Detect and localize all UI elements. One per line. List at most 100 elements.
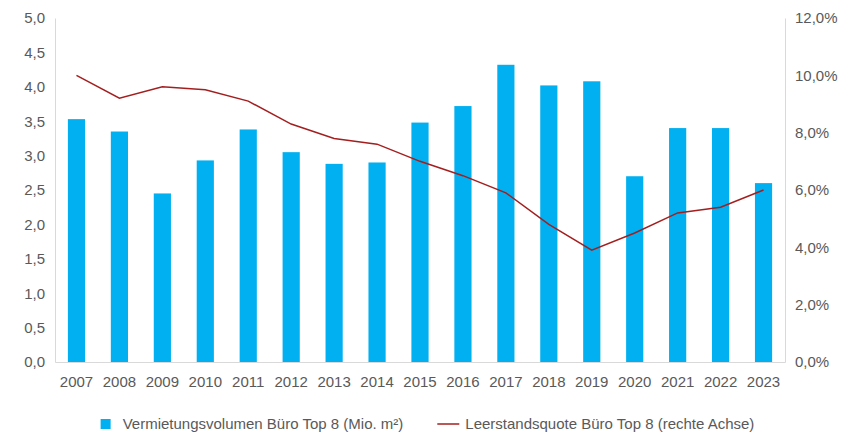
tick-label: 2012: [274, 373, 307, 390]
bar: [283, 152, 300, 362]
tick: 2,5: [24, 181, 55, 198]
tick: 3,5: [24, 113, 55, 130]
tick: 2014: [360, 362, 393, 390]
tick-label: 2018: [532, 373, 565, 390]
tick: 0,5: [24, 319, 55, 336]
bar: [583, 81, 600, 362]
tick-label: 2,0: [24, 216, 45, 233]
y2-axis: 0,0% 2,0% 4,0% 6,0% 8,0% 10,0% 12,0%: [785, 9, 838, 370]
tick-label: 0,5: [24, 319, 45, 336]
tick: 2010: [189, 362, 222, 390]
axis-line: [56, 362, 786, 363]
bar: [755, 183, 772, 362]
tick: 2007: [60, 362, 93, 390]
tick: 2009: [146, 362, 179, 390]
tick: 2008: [103, 362, 136, 390]
tick: 4,5: [24, 44, 55, 61]
tick-label: 2021: [661, 373, 694, 390]
tick-label: 2008: [103, 373, 136, 390]
tick: 2019: [575, 362, 608, 390]
tick-label: 2013: [317, 373, 350, 390]
tick: 3,0: [24, 147, 55, 164]
tick-label: 2007: [60, 373, 93, 390]
legend-swatch: [437, 423, 459, 425]
tick-label: 2009: [146, 373, 179, 390]
tick-label: 12,0%: [795, 9, 838, 26]
tick-label: 2,0%: [795, 296, 829, 313]
tick: 2,0: [24, 216, 55, 233]
tick: 8,0%: [785, 124, 829, 141]
tick: 10,0%: [785, 67, 838, 84]
tick: 2015: [403, 362, 436, 390]
tick-label: 6,0%: [795, 181, 829, 198]
tick: 2020: [618, 362, 651, 390]
bar: [154, 193, 171, 362]
tick-label: 10,0%: [795, 67, 838, 84]
legend-swatch: [101, 419, 111, 429]
tick: 4,0%: [785, 239, 829, 256]
tick-label: 4,0%: [795, 239, 829, 256]
legend-label: Vermietungsvolumen Büro Top 8 (Mio. m²): [123, 415, 404, 432]
tick: 4,0: [24, 78, 55, 95]
tick: 2016: [446, 362, 479, 390]
legend: Vermietungsvolumen Büro Top 8 (Mio. m²) L…: [101, 415, 755, 432]
legend-label: Leerstandsquote Büro Top 8 (rechte Achse…: [465, 415, 754, 432]
tick: 2012: [274, 362, 307, 390]
tick: 2013: [317, 362, 350, 390]
tick: 2021: [661, 362, 694, 390]
bar: [454, 106, 471, 362]
bar-series: [68, 65, 772, 362]
tick: 2011: [232, 362, 264, 390]
tick-label: 2010: [189, 373, 222, 390]
line: [76, 75, 763, 250]
bar: [712, 128, 729, 362]
tick-label: 4,0: [24, 78, 45, 95]
x-axis: 2007 2008 2009 2010 2011 2012 2013 2014 2015 2016…: [56, 362, 786, 390]
bar: [326, 164, 343, 362]
tick-label: 2016: [446, 373, 479, 390]
tick-label: 1,0: [24, 285, 45, 302]
bar: [497, 65, 514, 362]
tick-label: 0,0%: [795, 353, 829, 370]
legend-item: Vermietungsvolumen Büro Top 8 (Mio. m²): [101, 415, 404, 432]
tick: 0,0: [24, 353, 55, 370]
tick-label: 2011: [232, 373, 264, 390]
bar: [197, 160, 214, 362]
tick: 6,0%: [785, 181, 829, 198]
tick-label: 2022: [704, 373, 737, 390]
tick: 1,0: [24, 285, 55, 302]
axis-line: [55, 19, 56, 363]
legend-item: Leerstandsquote Büro Top 8 (rechte Achse…: [437, 415, 754, 432]
tick: 2023: [747, 362, 780, 390]
tick-label: 2020: [618, 373, 651, 390]
bar: [669, 128, 686, 362]
marks: [68, 65, 772, 362]
tick-label: 2015: [403, 373, 436, 390]
tick-label: 2017: [489, 373, 522, 390]
tick: 2017: [489, 362, 522, 390]
tick-label: 0,0: [24, 353, 45, 370]
tick: 0,0%: [785, 353, 829, 370]
plot-area: 0,0 0,5 1,0 1,5 2,0 2,5 3,0 3,5 4,0 4,5 5,0 0,0% 2,0…: [24, 9, 837, 389]
chart: 0,0 0,5 1,0 1,5 2,0 2,5 3,0 3,5 4,0 4,5 5,0 0,0% 2,0…: [0, 0, 855, 444]
tick-label: 5,0: [24, 9, 45, 26]
tick: 5,0: [24, 9, 55, 26]
bar: [626, 176, 643, 362]
axis-line: [785, 19, 786, 363]
tick-label: 4,5: [24, 44, 45, 61]
bar: [368, 162, 385, 362]
tick-label: 8,0%: [795, 124, 829, 141]
bar: [240, 129, 257, 362]
bar: [111, 132, 128, 362]
tick-label: 2023: [747, 373, 780, 390]
tick: 2018: [532, 362, 565, 390]
tick: 1,5: [24, 250, 55, 267]
tick-label: 2014: [360, 373, 393, 390]
bar: [68, 119, 85, 362]
tick-label: 3,5: [24, 113, 45, 130]
tick-label: 2,5: [24, 181, 45, 198]
tick: 2022: [704, 362, 737, 390]
y-axis: 0,0 0,5 1,0 1,5 2,0 2,5 3,0 3,5 4,0 4,5 5,0: [24, 9, 55, 370]
tick-label: 3,0: [24, 147, 45, 164]
tick-label: 2019: [575, 373, 608, 390]
